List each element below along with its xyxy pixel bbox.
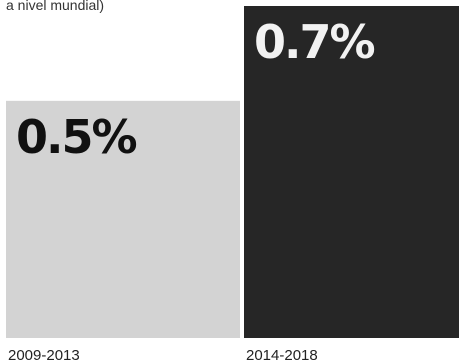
bar-2009-2013 (6, 100, 240, 338)
value-labels: 0.5% 0.7% (16, 15, 376, 164)
bar-2014-2018 (244, 6, 459, 338)
category-label-2009-2013: 2009-2013 (8, 347, 80, 364)
value-label-2009-2013: 0.5% (16, 110, 136, 164)
category-label-2014-2018: 2014-2018 (246, 347, 318, 364)
chart-subtitle: a nivel mundial) (6, 0, 104, 13)
category-labels: 2009-2013 2014-2018 (8, 347, 318, 364)
value-label-2014-2018: 0.7% (254, 15, 374, 69)
bars (6, 6, 459, 338)
